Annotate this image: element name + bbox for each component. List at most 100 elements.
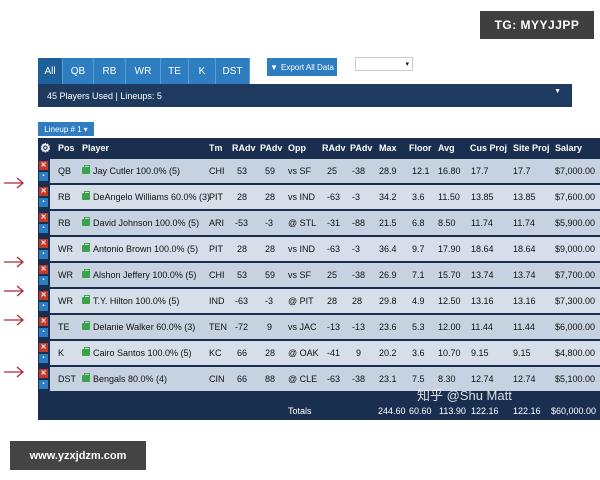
- lock-icon[interactable]: ▪: [39, 276, 48, 285]
- cell-opp-padv: 9: [356, 348, 362, 358]
- player-name[interactable]: T.Y. Hilton 100.0% (5): [93, 296, 180, 306]
- table-row: ✕ ▪ RB DeAngelo Williams 60.0% (3) PIT 28…: [38, 185, 600, 209]
- col-player[interactable]: Player: [82, 143, 110, 153]
- remove-icon[interactable]: ✕: [39, 161, 48, 170]
- tab-all[interactable]: All: [38, 58, 63, 84]
- cell-floor: 5.3: [412, 322, 425, 332]
- col-radv[interactable]: RAdv: [232, 143, 256, 153]
- lock-icon[interactable]: ▪: [39, 198, 48, 207]
- tab-te[interactable]: TE: [161, 58, 189, 84]
- cell-player: David Johnson 100.0% (5): [82, 217, 200, 228]
- col-opp-radv[interactable]: RAdv: [322, 143, 346, 153]
- col-salary[interactable]: Salary: [555, 143, 583, 153]
- player-name[interactable]: David Johnson 100.0% (5): [93, 218, 200, 228]
- cell-padv: -3: [265, 296, 274, 306]
- col-avg[interactable]: Avg: [438, 143, 455, 153]
- player-name[interactable]: Bengals 80.0% (4): [93, 374, 168, 384]
- totals-salary: $60,000.00: [551, 405, 597, 416]
- cell-opp-radv: -31: [327, 218, 341, 228]
- cell-team: PIT: [209, 192, 224, 202]
- remove-icon[interactable]: ✕: [39, 291, 48, 300]
- table-row: ✕ ▪ QB Jay Cutler 100.0% (5) CHI 53 59 vs…: [38, 159, 600, 183]
- cell-avg: 8.50: [438, 218, 456, 228]
- col-floor[interactable]: Floor: [409, 143, 432, 153]
- lock-icon[interactable]: ▪: [39, 354, 48, 363]
- tab-k[interactable]: K: [189, 58, 216, 84]
- cell-avg: 8.30: [438, 374, 456, 384]
- lock-icon[interactable]: ▪: [39, 250, 48, 259]
- col-padv[interactable]: PAdv: [260, 143, 283, 153]
- lineup-filter-select[interactable]: ▾: [355, 57, 413, 71]
- lock-icon[interactable]: ▪: [39, 172, 48, 181]
- tab-rb[interactable]: RB: [94, 58, 126, 84]
- export-label: Export All Data: [281, 62, 334, 72]
- cell-max: 26.9: [379, 270, 397, 280]
- row-controls: ✕ ▪: [38, 237, 50, 261]
- tab-wr[interactable]: WR: [126, 58, 161, 84]
- player-name[interactable]: Delanie Walker 60.0% (3): [93, 322, 196, 332]
- lock-icon[interactable]: ▪: [39, 328, 48, 337]
- col-team[interactable]: Tm: [209, 143, 223, 153]
- table-row: ✕ ▪ WR Alshon Jeffery 100.0% (5) CHI 53 5…: [38, 263, 600, 287]
- gear-icon[interactable]: ⚙: [40, 141, 51, 155]
- player-name[interactable]: Antonio Brown 100.0% (5): [93, 244, 199, 254]
- remove-icon[interactable]: ✕: [39, 265, 48, 274]
- cell-radv: -63: [235, 296, 249, 306]
- cell-site-proj: 18.64: [513, 244, 536, 254]
- remove-icon[interactable]: ✕: [39, 369, 48, 378]
- col-opp[interactable]: Opp: [288, 143, 306, 153]
- cell-avg: 12.50: [438, 296, 461, 306]
- tab-dst[interactable]: DST: [216, 58, 250, 84]
- cell-avg: 16.80: [438, 166, 461, 176]
- tg-badge: TG: MYYJJPP: [480, 11, 594, 39]
- cell-pos: QB: [58, 166, 72, 176]
- col-cus-proj[interactable]: Cus Proj: [470, 143, 508, 153]
- row-controls: ✕ ▪: [38, 159, 50, 183]
- collapse-caret-icon[interactable]: ▼: [554, 88, 561, 95]
- col-site-proj[interactable]: Site Proj: [513, 143, 550, 153]
- tab-qb[interactable]: QB: [63, 58, 94, 84]
- cell-opp-padv: -3: [352, 192, 361, 202]
- cell-team: IND: [209, 296, 225, 306]
- col-pos[interactable]: Pos: [58, 143, 75, 153]
- remove-icon[interactable]: ✕: [39, 239, 48, 248]
- cell-salary: $5,100.00: [555, 374, 596, 384]
- cell-radv: -72: [235, 322, 249, 332]
- lock-icon[interactable]: ▪: [39, 302, 48, 311]
- player-name[interactable]: Cairo Santos 100.0% (5): [93, 348, 192, 358]
- row-controls: ✕ ▪: [38, 211, 50, 235]
- cell-cus-proj: 18.64: [471, 244, 494, 254]
- cell-pos: WR: [58, 244, 73, 254]
- player-name[interactable]: Alshon Jeffery 100.0% (5): [93, 270, 197, 280]
- cell-padv: 88: [265, 374, 276, 384]
- row-controls: ✕ ▪: [38, 315, 50, 339]
- cell-avg: 15.70: [438, 270, 461, 280]
- cell-avg: 11.50: [438, 192, 460, 202]
- row-controls: ✕ ▪: [38, 263, 50, 287]
- remove-icon[interactable]: ✕: [39, 317, 48, 326]
- table-row: ✕ ▪ TE Delanie Walker 60.0% (3) TEN -72 9…: [38, 315, 600, 339]
- cell-opp: @ PIT: [288, 296, 314, 306]
- remove-icon[interactable]: ✕: [39, 187, 48, 196]
- cell-opp-radv: 25: [327, 166, 338, 176]
- remove-icon[interactable]: ✕: [39, 343, 48, 352]
- player-name[interactable]: DeAngelo Williams 60.0% (3): [93, 192, 211, 202]
- cell-padv: 28: [265, 192, 276, 202]
- cell-salary: $7,600.00: [555, 192, 596, 202]
- lock-icon[interactable]: ▪: [39, 380, 48, 389]
- cell-player: T.Y. Hilton 100.0% (5): [82, 295, 180, 306]
- col-opp-padv[interactable]: PAdv: [350, 143, 373, 153]
- cell-radv: 28: [237, 244, 248, 254]
- table-row: ✕ ▪ K Cairo Santos 100.0% (5) KC 66 28 @ …: [38, 341, 600, 365]
- totals-floor: 60.60: [409, 405, 432, 416]
- col-max[interactable]: Max: [379, 143, 397, 153]
- cell-cus-proj: 9.15: [471, 348, 489, 358]
- remove-icon[interactable]: ✕: [39, 213, 48, 222]
- cell-opp-padv: -38: [352, 374, 366, 384]
- export-all-data-button[interactable]: ▼ Export All Data: [267, 58, 337, 76]
- cell-site-proj: 17.7: [513, 166, 531, 176]
- player-name[interactable]: Jay Cutler 100.0% (5): [93, 166, 181, 176]
- site-badge: www.yzxjdzm.com: [10, 441, 146, 470]
- lock-icon[interactable]: ▪: [39, 224, 48, 233]
- lineup-selector-button[interactable]: Lineup # 1 ▾: [38, 122, 94, 136]
